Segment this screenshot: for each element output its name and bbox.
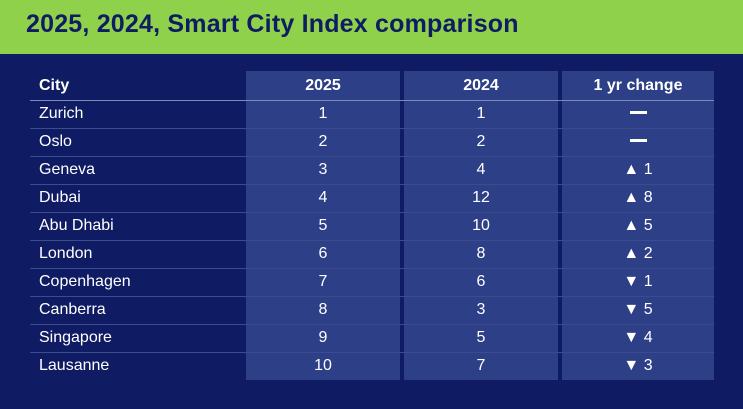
rank-2024: 1 xyxy=(476,105,486,122)
city-name: London xyxy=(39,245,93,262)
city-name: Geneva xyxy=(39,161,96,178)
rank-2025: 1 xyxy=(318,105,328,122)
rank-2024: 4 xyxy=(476,161,486,178)
rank-2024: 2 xyxy=(476,133,486,150)
change-cell: ▼ 5 xyxy=(623,301,653,318)
rank-2025: 7 xyxy=(318,273,328,290)
rank-2024: 6 xyxy=(476,273,486,290)
table-row: Canberra 8 3 ▼ 5 xyxy=(30,296,714,325)
change-cell xyxy=(562,100,714,128)
table-row: Singapore 9 5 ▼ 4 xyxy=(30,324,714,353)
table-row: Dubai 4 12 ▲ 8 xyxy=(30,184,714,213)
rank-2025: 4 xyxy=(318,189,328,206)
header-change: 1 yr change xyxy=(593,77,683,94)
city-name: Singapore xyxy=(39,329,112,346)
change-cell: ▲ 1 xyxy=(623,161,653,178)
column-2025-shade xyxy=(246,71,400,380)
city-name: Dubai xyxy=(39,189,81,206)
city-name: Canberra xyxy=(39,301,106,318)
rank-2024: 12 xyxy=(472,189,490,206)
change-cell: ▼ 3 xyxy=(623,357,653,374)
header-2025: 2025 xyxy=(305,77,341,94)
table-row: Copenhagen 7 6 ▼ 1 xyxy=(30,268,714,297)
change-cell: ▼ 4 xyxy=(623,329,653,346)
title-banner: 2025, 2024, Smart City Index comparison xyxy=(0,0,743,54)
rank-2025: 2 xyxy=(318,133,328,150)
change-cell: ▲ 5 xyxy=(623,217,653,234)
city-name: Lausanne xyxy=(39,357,110,374)
header-row: City 2025 2024 1 yr change xyxy=(30,71,714,101)
city-name: Copenhagen xyxy=(39,273,131,290)
chart-title: 2025, 2024, Smart City Index comparison xyxy=(26,10,519,38)
rank-2025: 5 xyxy=(318,217,328,234)
city-name: Zurich xyxy=(39,105,84,122)
rank-2025: 3 xyxy=(318,161,328,178)
city-name: Abu Dhabi xyxy=(39,217,114,234)
rank-2025: 9 xyxy=(318,329,328,346)
table-row: Abu Dhabi 5 10 ▲ 5 xyxy=(30,212,714,241)
table-row: Lausanne 10 7 ▼ 3 xyxy=(30,352,714,380)
table-row: Oslo 2 2 xyxy=(30,128,714,157)
header-2024: 2024 xyxy=(463,77,499,94)
rank-2024: 5 xyxy=(476,329,486,346)
rank-2024: 8 xyxy=(476,245,486,262)
rank-2024: 3 xyxy=(476,301,486,318)
no-change-dash-icon xyxy=(629,111,647,115)
table-row: London 6 8 ▲ 2 xyxy=(30,240,714,269)
column-change-shade xyxy=(562,71,714,380)
rank-2025: 6 xyxy=(318,245,328,262)
change-cell xyxy=(562,128,714,156)
ranking-table: City 2025 2024 1 yr change Zurich 1 1 Oslo 2… xyxy=(30,71,714,380)
table-row: Zurich 1 1 xyxy=(30,100,714,129)
header-city: City xyxy=(39,77,70,94)
rank-2025: 8 xyxy=(318,301,328,318)
table-row: Geneva 3 4 ▲ 1 xyxy=(30,156,714,185)
change-cell: ▲ 8 xyxy=(623,189,653,206)
no-change-dash-icon xyxy=(629,139,647,143)
rank-2024: 7 xyxy=(476,357,486,374)
column-2024-shade xyxy=(404,71,558,380)
rank-2024: 10 xyxy=(472,217,490,234)
change-cell: ▼ 1 xyxy=(623,273,653,290)
rank-2025: 10 xyxy=(314,357,332,374)
city-name: Oslo xyxy=(39,133,72,150)
change-cell: ▲ 2 xyxy=(623,245,653,262)
